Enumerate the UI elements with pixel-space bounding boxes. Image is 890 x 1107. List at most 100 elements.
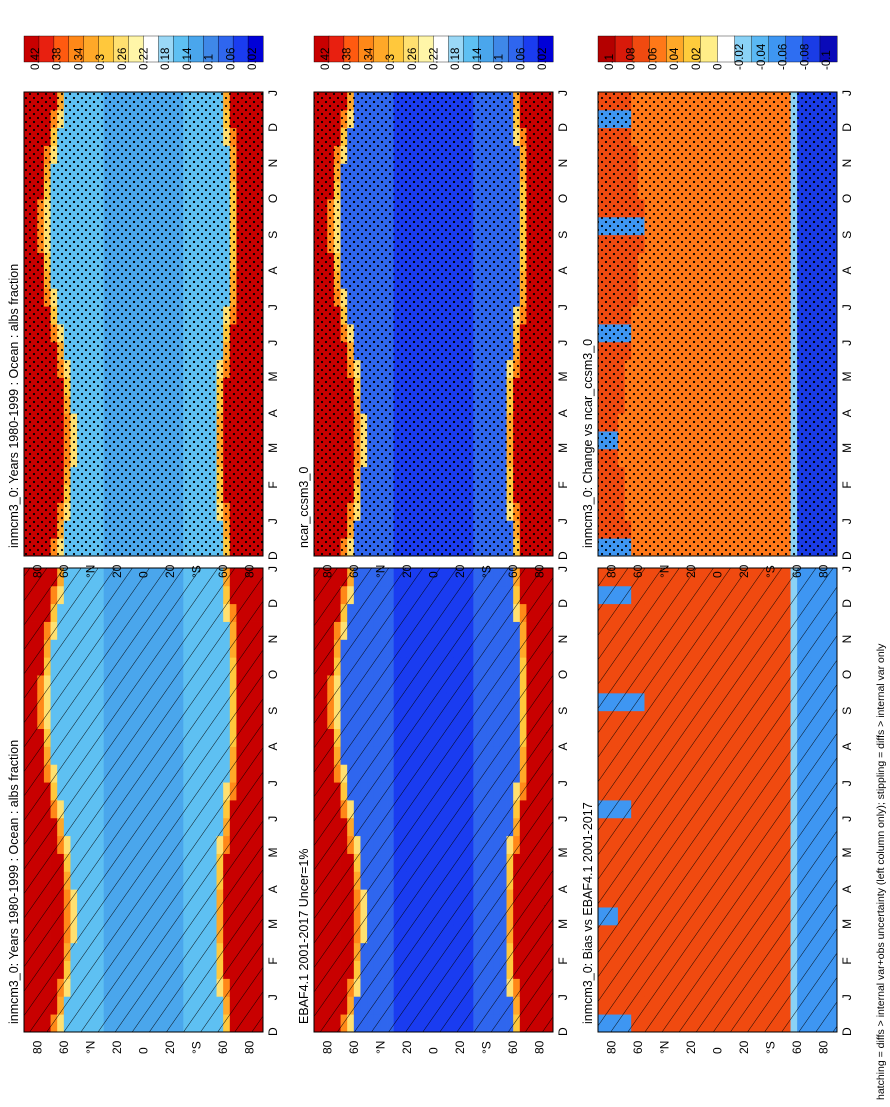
lat-tick-label: °S — [764, 1041, 778, 1054]
lat-tick-label: 0 — [137, 1047, 151, 1054]
panel-title: ncar_ccsm3_0 — [297, 467, 311, 548]
lat-tick-label: 0 — [427, 1047, 441, 1054]
colorbar-tick-label: 0.1 — [204, 54, 216, 70]
month-tick-label: J — [266, 518, 280, 524]
lat-tick-label: 80 — [30, 564, 44, 578]
month-tick-label: S — [556, 707, 570, 715]
month-tick-label: S — [840, 707, 854, 715]
month-tick-label: F — [840, 957, 854, 964]
lat-tick-label: 60 — [57, 1040, 71, 1054]
panel-p4: 80 60 °N 20 0 20 °S 60 80DJFMAMJJASONDJncar_ccsm… — [297, 35, 570, 578]
lat-tick-label: 80 — [320, 564, 334, 578]
month-tick-label: M — [556, 848, 570, 858]
month-tick-label: A — [556, 742, 570, 750]
month-tick-label: J — [266, 304, 280, 310]
month-tick-label: J — [840, 994, 854, 1000]
lat-tick-label: 60 — [790, 1040, 804, 1054]
month-tick-label: A — [556, 266, 570, 274]
month-tick-label: M — [556, 919, 570, 929]
colorbar-swatch — [537, 35, 554, 63]
lat-tick-label: 60 — [216, 564, 230, 578]
lat-tick-label: 60 — [506, 1040, 520, 1054]
lat-tick-label: 60 — [506, 564, 520, 578]
lat-tick-label: 20 — [737, 1040, 751, 1054]
lat-tick-label: °S — [190, 565, 204, 578]
month-tick-label: J — [840, 816, 854, 822]
lat-tick-label: °N — [373, 1041, 387, 1054]
month-tick-label: M — [266, 848, 280, 858]
colorbar-tick-label: 0.38 — [52, 48, 64, 70]
lat-tick-label: 0 — [711, 1047, 725, 1054]
colorbar-tick-label: 0.22 — [139, 48, 151, 70]
colorbar-tick-label: 0.22 — [429, 48, 441, 70]
panel-p1: 80 60 °N 20 0 20 °S 60 80DJFMAMJJASONDJinmcm3_0:… — [7, 511, 280, 1054]
colorbar-tick-label: 0.02 — [537, 48, 549, 70]
lat-tick-label: 20 — [684, 1040, 698, 1054]
month-tick-label: J — [266, 994, 280, 1000]
month-tick-label: F — [556, 481, 570, 488]
lat-tick-label: 20 — [400, 564, 414, 578]
lat-tick-label: 80 — [604, 1040, 618, 1054]
lat-tick-label: 80 — [243, 564, 257, 578]
panel-p5: 80 60 °N 20 0 20 °S 60 80DJFMAMJJASONDJinmcm3_0:… — [581, 511, 854, 1054]
month-tick-label: O — [556, 194, 570, 203]
lat-tick-label: °N — [373, 565, 387, 578]
colorbar-tick-label: 0.34 — [73, 47, 85, 70]
month-tick-label: A — [840, 885, 854, 893]
plot-frame — [597, 567, 838, 1033]
month-tick-label: S — [556, 231, 570, 239]
month-tick-label: A — [266, 409, 280, 417]
month-tick-label: D — [266, 551, 280, 560]
lat-tick-label: 20 — [110, 1040, 124, 1054]
lat-tick-label: 20 — [110, 564, 124, 578]
month-tick-label: M — [840, 848, 854, 858]
colorbar-tick-label: 0.26 — [117, 48, 129, 70]
lat-tick-label: °S — [190, 1041, 204, 1054]
month-tick-label: M — [840, 919, 854, 929]
month-tick-label: F — [266, 957, 280, 964]
lat-tick-label: 80 — [533, 1040, 547, 1054]
plot-frame — [23, 567, 264, 1033]
month-tick-label: D — [266, 1027, 280, 1036]
month-tick-label: N — [266, 635, 280, 644]
month-tick-label: J — [266, 90, 280, 96]
lat-tick-label: 80 — [320, 1040, 334, 1054]
hatch-overlay — [314, 568, 553, 1032]
month-tick-label: M — [266, 919, 280, 929]
lat-tick-label: 20 — [453, 564, 467, 578]
month-tick-label: A — [556, 409, 570, 417]
lat-tick-label: 20 — [163, 564, 177, 578]
month-tick-label: M — [556, 372, 570, 382]
month-tick-label: D — [556, 599, 570, 608]
month-tick-label: M — [266, 372, 280, 382]
month-tick-label: D — [840, 599, 854, 608]
month-tick-label: S — [266, 707, 280, 715]
lat-tick-label: 60 — [631, 1040, 645, 1054]
colorbar-tick-label: 0.1 — [494, 54, 506, 70]
month-tick-label: D — [556, 1027, 570, 1036]
month-tick-label: J — [266, 566, 280, 572]
month-tick-label: O — [266, 670, 280, 679]
month-tick-label: J — [556, 340, 570, 346]
month-tick-label: J — [556, 994, 570, 1000]
month-tick-label: J — [266, 780, 280, 786]
lat-tick-label: 60 — [347, 1040, 361, 1054]
colorbar-tick-label: 0.18 — [160, 48, 172, 70]
plot-frame — [23, 91, 264, 557]
lat-tick-label: 60 — [347, 564, 361, 578]
lat-tick-label: 80 — [30, 1040, 44, 1054]
hatch-overlay — [24, 568, 263, 1032]
stipple-overlay — [314, 92, 553, 556]
month-tick-label: J — [266, 816, 280, 822]
month-tick-label: J — [840, 566, 854, 572]
month-tick-label: D — [556, 551, 570, 560]
month-tick-label: N — [266, 159, 280, 168]
month-tick-label: F — [266, 481, 280, 488]
lat-tick-label: 60 — [216, 1040, 230, 1054]
plot-frame — [313, 91, 554, 557]
lat-tick-label: °S — [480, 1041, 494, 1054]
month-tick-label: M — [266, 443, 280, 453]
